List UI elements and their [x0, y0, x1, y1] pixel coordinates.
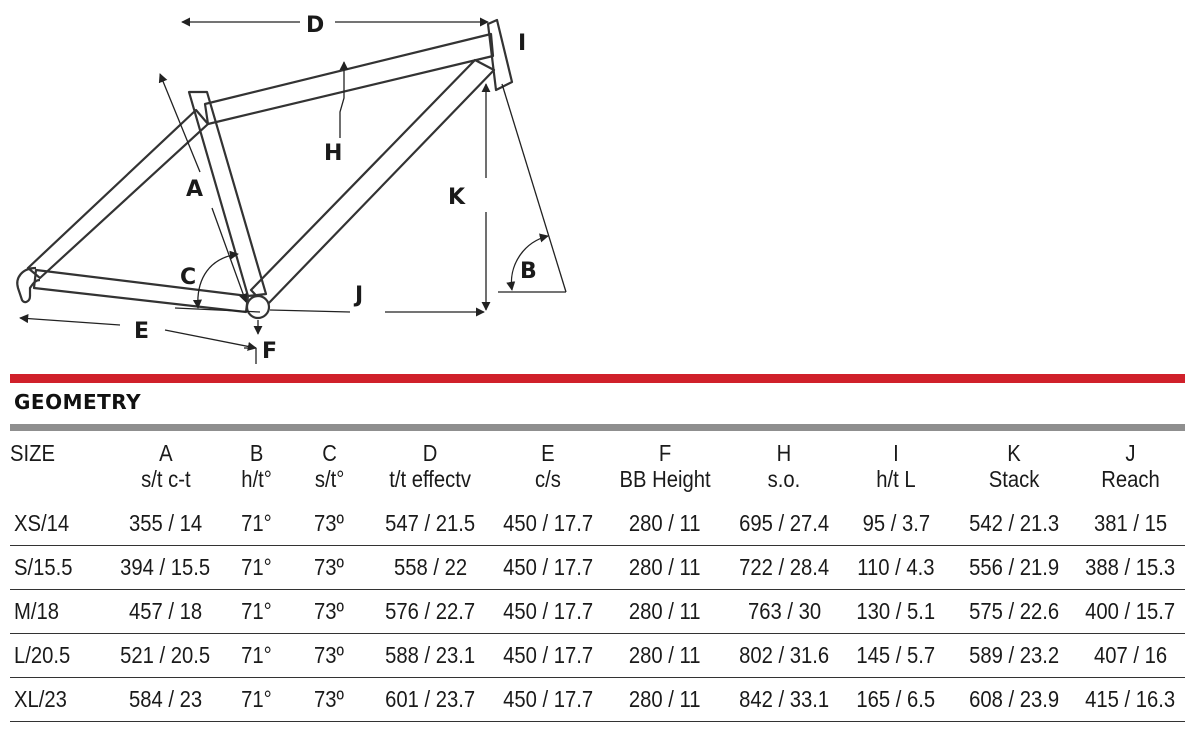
value-cell: 695 / 27.4: [728, 502, 841, 546]
head-tube: [486, 18, 514, 92]
table-row: M/18 457 / 18 71° 73º 576 / 22.7 450 / 17.7 28…: [10, 589, 1185, 634]
value-cell: 601 / 23.7: [366, 677, 495, 722]
value-cell: 73º: [292, 633, 367, 678]
label-j: J: [353, 283, 363, 308]
value-cell: 71°: [219, 502, 293, 546]
value-cell: 71°: [219, 545, 293, 590]
label-a: A: [186, 177, 203, 202]
table-row: XS/14 355 / 14 71° 73º 547 / 21.5 450 / 17.7 2…: [10, 502, 1185, 546]
size-cell: S/15.5: [10, 545, 112, 590]
value-cell: 558 / 22: [366, 545, 495, 590]
value-cell: 280 / 11: [602, 545, 729, 590]
value-cell: 73º: [292, 589, 367, 634]
table-row: XL/23 584 / 23 71° 73º 601 / 23.7 450 / 17.7 2…: [10, 677, 1185, 722]
value-cell: 457 / 18: [111, 589, 220, 634]
value-cell: 542 / 21.3: [951, 502, 1077, 546]
value-cell: 280 / 11: [602, 589, 729, 634]
table-body: XS/14 355 / 14 71° 73º 547 / 21.5 450 / 17.7 2…: [10, 502, 1185, 722]
top-tube: [203, 32, 495, 126]
bike-frame: [16, 18, 514, 320]
value-cell: 450 / 17.7: [494, 633, 603, 678]
size-cell: XS/14: [10, 502, 112, 546]
value-cell: 400 / 15.7: [1076, 589, 1185, 634]
label-f: F: [262, 339, 277, 364]
value-cell: 802 / 31.6: [728, 633, 841, 678]
value-cell: 381 / 15: [1076, 502, 1185, 546]
down-tube: [249, 58, 496, 308]
label-i: I: [518, 31, 526, 56]
rear-dropout: [16, 266, 41, 304]
value-cell: 576 / 22.7: [366, 589, 495, 634]
value-cell: 763 / 30: [728, 589, 841, 634]
value-cell: 71°: [219, 677, 293, 722]
value-cell: 608 / 23.9: [951, 677, 1077, 722]
column-header: K Stack: [988, 440, 1040, 492]
value-cell: 165 / 6.5: [840, 677, 952, 722]
value-cell: 388 / 15.3: [1076, 545, 1185, 590]
value-cell: 450 / 17.7: [494, 589, 603, 634]
bottom-bracket: [245, 294, 271, 320]
value-cell: 575 / 22.6: [951, 589, 1077, 634]
value-cell: 722 / 28.4: [728, 545, 841, 590]
dimension-lines: [19, 17, 567, 364]
table-row: S/15.5 394 / 15.5 71° 73º 558 / 22 450 / 17.7…: [10, 545, 1185, 590]
column-header: F BB Height: [619, 440, 711, 492]
label-k: K: [448, 185, 466, 210]
value-cell: 130 / 5.1: [840, 589, 952, 634]
value-cell: 407 / 16: [1076, 633, 1185, 678]
value-cell: 521 / 20.5: [111, 633, 220, 678]
value-cell: 450 / 17.7: [494, 545, 603, 590]
seat-stay: [26, 108, 210, 280]
value-cell: 280 / 11: [602, 633, 729, 678]
chain-stay: [32, 268, 250, 314]
value-cell: 73º: [292, 677, 367, 722]
value-cell: 71°: [219, 589, 293, 634]
value-cell: 547 / 21.5: [366, 502, 495, 546]
seat-tube: [187, 90, 268, 298]
section-title: GEOMETRY: [14, 390, 142, 414]
value-cell: 73º: [292, 502, 367, 546]
label-d: D: [306, 13, 324, 38]
value-cell: 280 / 11: [602, 502, 729, 546]
value-cell: 71°: [219, 633, 293, 678]
gray-divider: [10, 424, 1185, 431]
value-cell: 842 / 33.1: [728, 677, 841, 722]
value-cell: 588 / 23.1: [366, 633, 495, 678]
value-cell: 450 / 17.7: [494, 502, 603, 546]
size-cell: XL/23: [10, 677, 112, 722]
value-cell: 110 / 4.3: [840, 545, 952, 590]
label-c: C: [180, 265, 196, 290]
value-cell: 450 / 17.7: [494, 677, 603, 722]
value-cell: 355 / 14: [111, 502, 220, 546]
label-b: B: [520, 259, 537, 284]
value-cell: 95 / 3.7: [840, 502, 952, 546]
value-cell: 394 / 15.5: [111, 545, 220, 590]
size-header: SIZE: [10, 440, 55, 466]
value-cell: 145 / 5.7: [840, 633, 952, 678]
value-cell: 415 / 16.3: [1076, 677, 1185, 722]
table-row: L/20.5 521 / 20.5 71° 73º 588 / 23.1 450 / 17…: [10, 633, 1185, 678]
column-header: J Reach: [1101, 440, 1160, 492]
frame-geometry-diagram: D I H A K B C J E F: [16, 13, 567, 364]
value-cell: 280 / 11: [602, 677, 729, 722]
value-cell: 556 / 21.9: [951, 545, 1077, 590]
value-cell: 589 / 23.2: [951, 633, 1077, 678]
size-cell: M/18: [10, 589, 112, 634]
red-divider: [10, 374, 1185, 383]
size-cell: L/20.5: [10, 633, 112, 678]
label-e: E: [134, 319, 149, 344]
label-h: H: [324, 141, 342, 166]
value-cell: 584 / 23: [111, 677, 220, 722]
value-cell: 73º: [292, 545, 367, 590]
